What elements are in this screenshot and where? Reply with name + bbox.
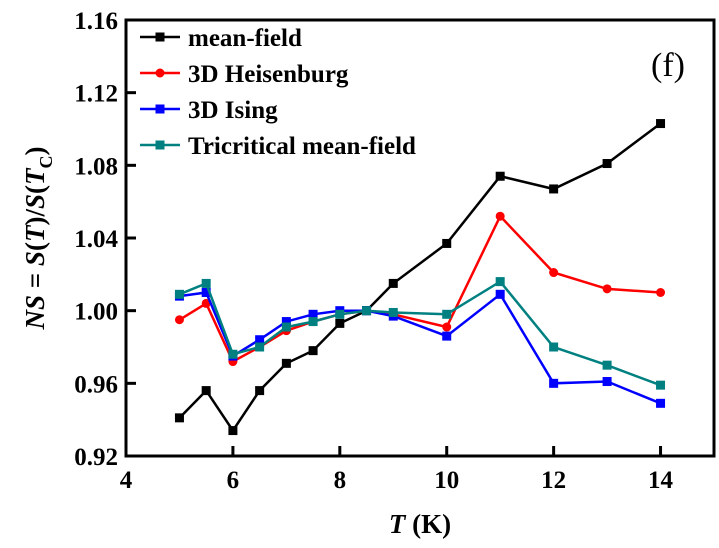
x-tick-label: 8	[334, 467, 347, 494]
data-point	[281, 322, 291, 332]
legend-label: 3D Ising	[188, 97, 278, 124]
panel-label: (f)	[651, 47, 685, 84]
data-point	[442, 322, 452, 332]
series-1	[174, 211, 666, 367]
data-point	[201, 298, 211, 308]
series-0	[174, 119, 666, 436]
data-point	[549, 342, 559, 352]
y-tick-label: 1.00	[74, 299, 118, 326]
legend-label: Tricritical mean-field	[188, 133, 416, 160]
legend-label: 3D Heisenburg	[188, 61, 349, 88]
data-point	[388, 278, 398, 288]
data-point	[495, 289, 505, 299]
data-point	[255, 386, 265, 396]
y-tick-label: 0.96	[74, 371, 118, 398]
y-tick-label: 1.04	[74, 226, 118, 253]
data-point	[549, 378, 559, 388]
data-point	[255, 335, 265, 345]
data-point	[602, 377, 612, 387]
axis-ticks: 4 6 8 10 12 14 0.92 0.96 1.00 1.04 1.08 1.12 1.16	[74, 8, 673, 494]
data-point	[602, 284, 612, 294]
series-line	[179, 279, 661, 387]
legend-marker	[155, 140, 165, 150]
x-tick-label: 14	[648, 467, 674, 494]
data-point	[602, 159, 612, 169]
data-point	[656, 380, 666, 390]
legend-item: Tricritical mean-field	[140, 133, 416, 160]
data-point	[388, 307, 398, 317]
data-point	[174, 315, 184, 325]
data-point	[281, 317, 291, 327]
series-line	[178, 214, 661, 364]
x-tick-label: 12	[541, 467, 566, 494]
data-point	[442, 309, 452, 319]
legend-marker	[155, 32, 165, 42]
y-axis-label: NS = S(T)/S(TC)	[20, 147, 56, 331]
legend-item: 3D Ising	[140, 97, 278, 124]
data-point	[442, 331, 452, 341]
data-point	[201, 288, 211, 297]
data-point	[335, 318, 345, 328]
data-point	[362, 306, 372, 316]
data-point	[174, 413, 184, 423]
data-point	[308, 317, 318, 327]
data-point	[549, 184, 559, 194]
data-point	[335, 309, 345, 319]
data-point	[656, 119, 666, 129]
legend: mean-field 3D Heisenburg 3D Ising Tricritic…	[140, 25, 416, 160]
data-point	[255, 342, 265, 352]
x-tick-label: 10	[434, 467, 459, 494]
data-point	[201, 278, 211, 288]
legend-marker	[155, 104, 165, 114]
legend-label: mean-field	[188, 25, 302, 52]
data-point	[228, 349, 238, 359]
data-point	[308, 309, 318, 319]
data-point	[308, 346, 318, 356]
data-point	[656, 288, 666, 297]
legend-item: mean-field	[140, 25, 302, 52]
data-point	[442, 238, 452, 248]
data-point	[656, 398, 666, 408]
data-point	[228, 426, 238, 436]
legend-marker	[155, 68, 165, 78]
x-tick-label: 4	[120, 467, 133, 494]
data-point	[495, 171, 505, 181]
y-tick-label: 1.16	[74, 8, 118, 35]
data-point	[602, 360, 612, 370]
series-3	[174, 277, 666, 390]
y-tick-label: 1.12	[74, 81, 118, 108]
x-tick-label: 6	[227, 467, 240, 494]
series-line	[178, 122, 662, 433]
data-point	[495, 277, 505, 287]
x-axis-label: T (K)	[389, 509, 451, 539]
data-point	[281, 358, 291, 368]
series-2	[174, 288, 666, 408]
data-point	[495, 211, 505, 221]
data-point	[549, 268, 559, 278]
legend-item: 3D Heisenburg	[140, 61, 349, 88]
series-layer	[174, 119, 666, 436]
data-point	[174, 289, 184, 299]
y-tick-label: 1.08	[74, 153, 118, 180]
y-tick-label: 0.92	[74, 444, 118, 471]
data-point	[201, 386, 211, 396]
